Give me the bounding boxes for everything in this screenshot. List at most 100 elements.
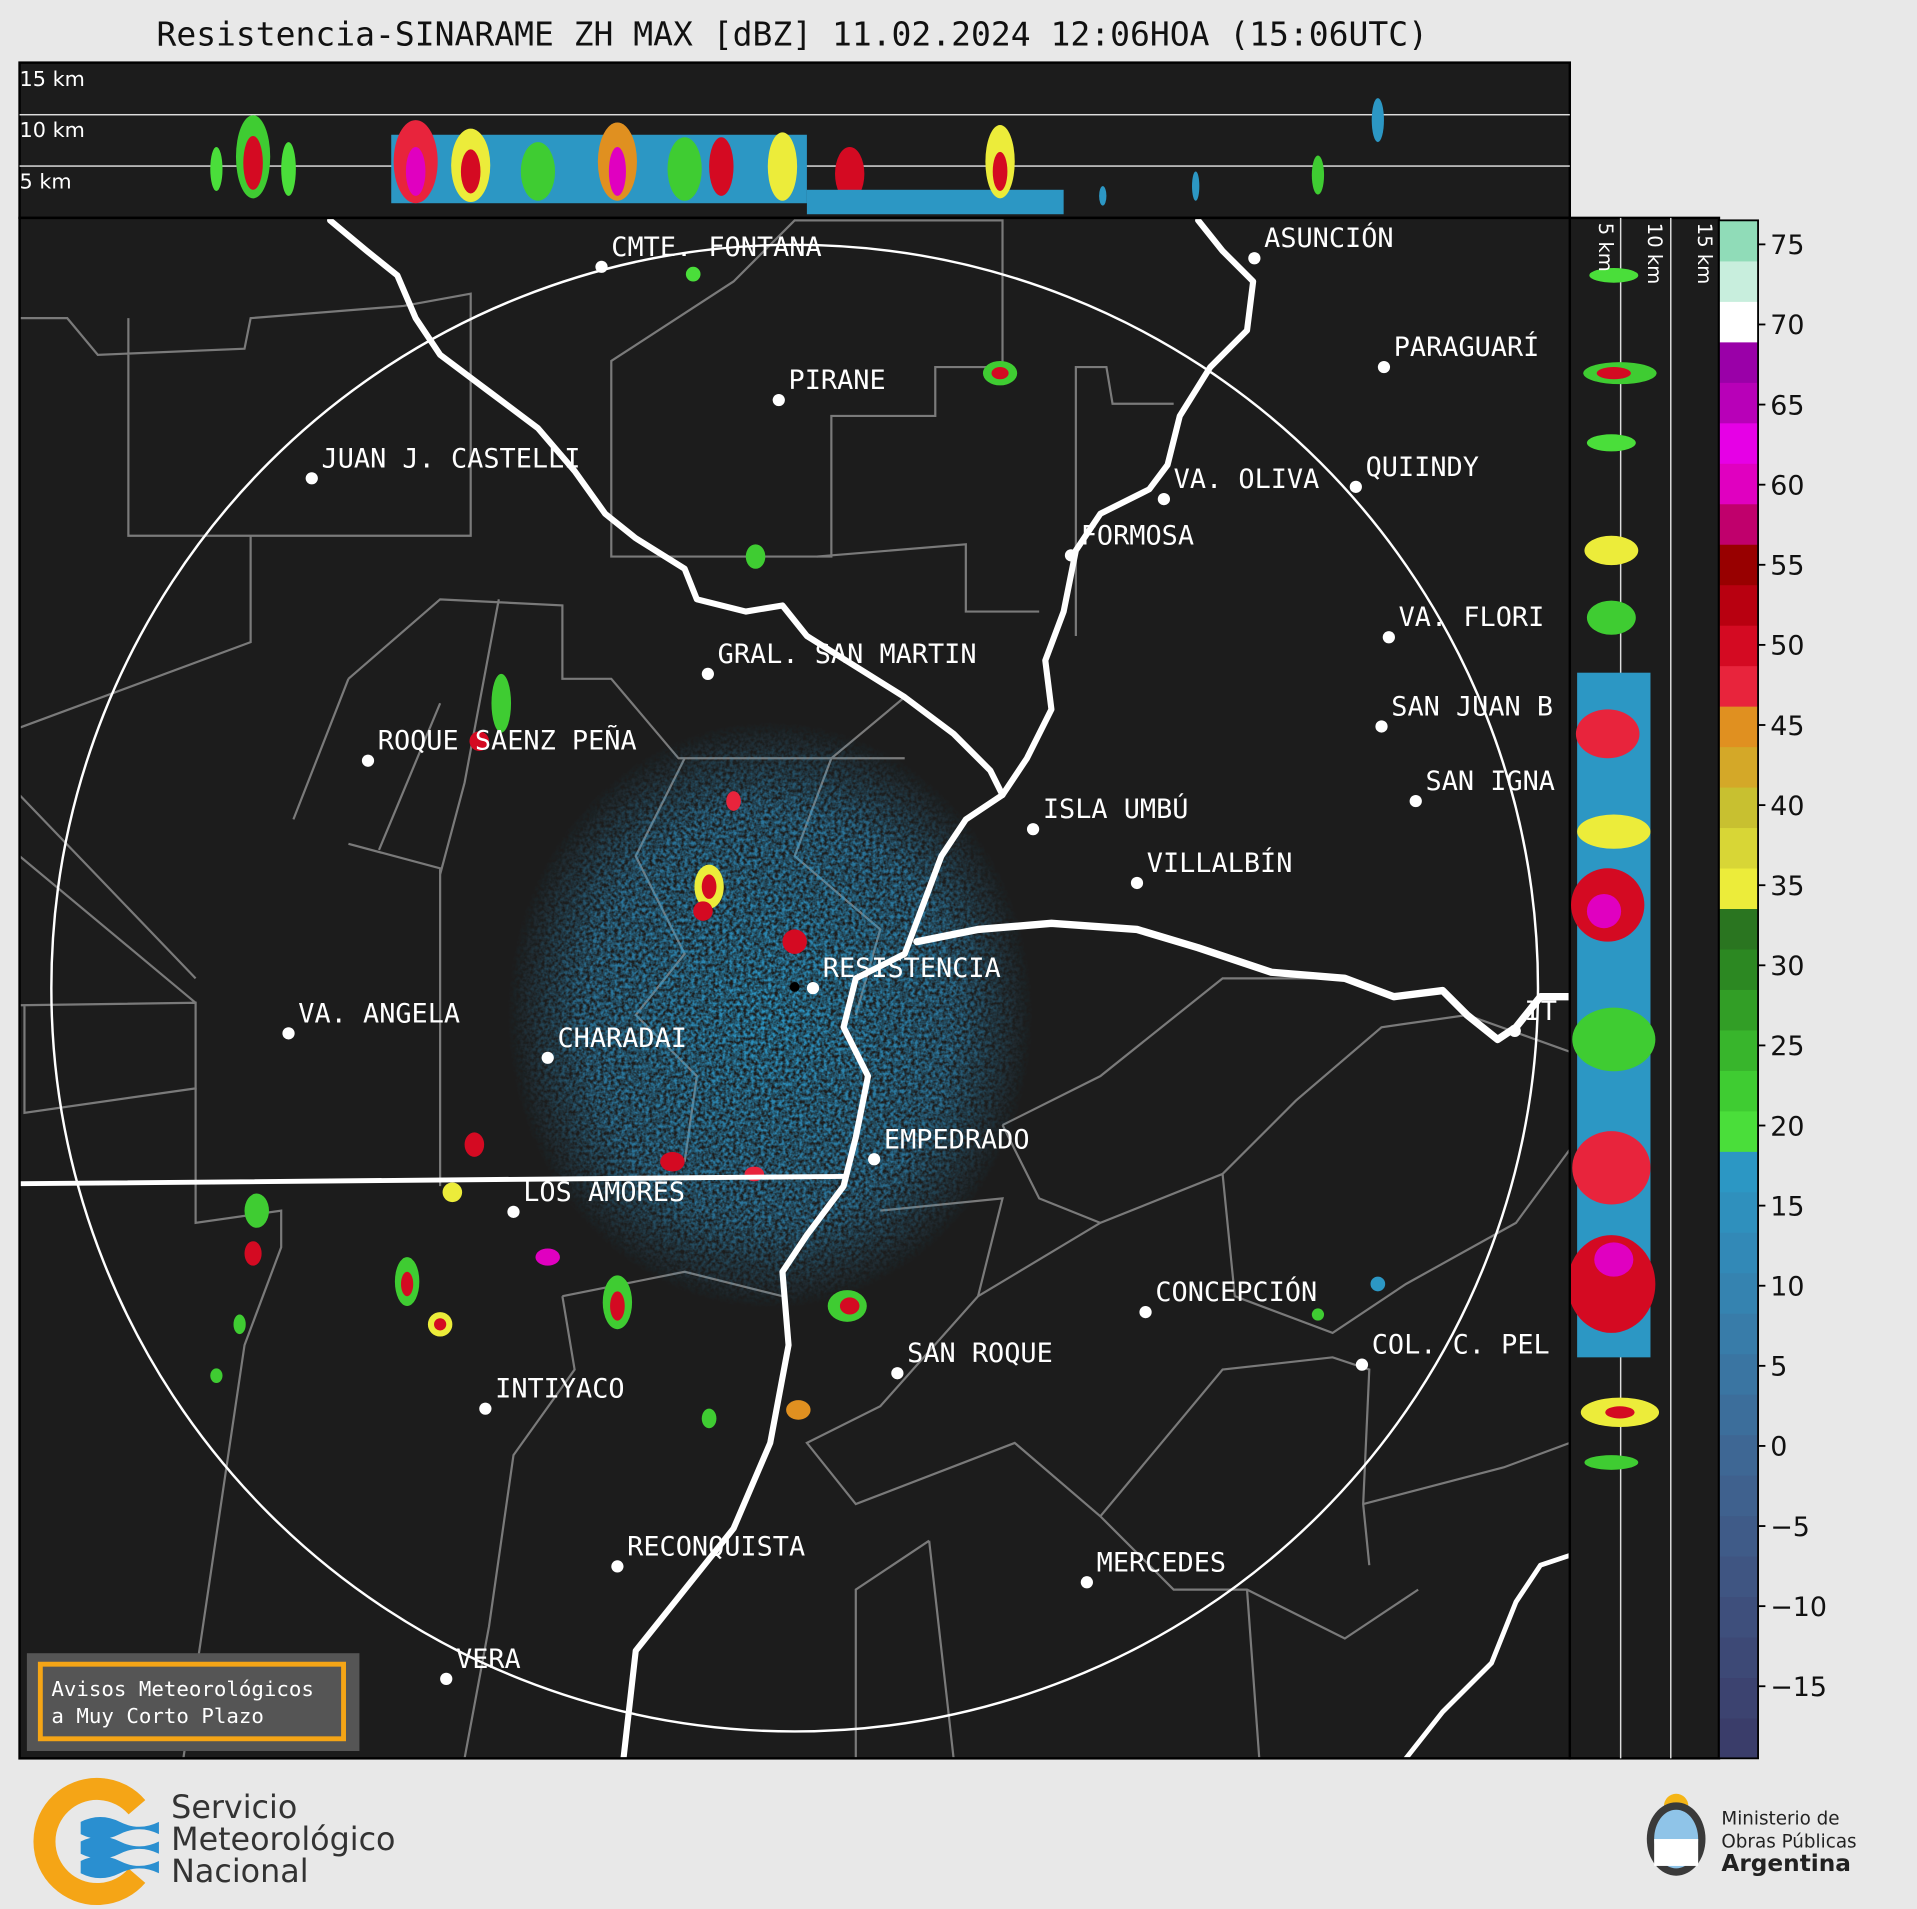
city-label: RECONQUISTA bbox=[627, 1531, 805, 1562]
city-dot bbox=[1349, 480, 1362, 493]
city-dot bbox=[1139, 1305, 1152, 1319]
side-height-label: 15 km bbox=[1693, 223, 1716, 284]
city-label: RESISTENCIA bbox=[823, 953, 1001, 984]
colorbar-band bbox=[1718, 1151, 1759, 1193]
colorbar-band bbox=[1718, 1110, 1759, 1152]
city-dot bbox=[1508, 1024, 1521, 1038]
colorbar-band bbox=[1718, 1353, 1759, 1395]
colorbar-band bbox=[1718, 1475, 1759, 1517]
city-label: EMPEDRADO bbox=[884, 1124, 1030, 1155]
colorbar-tick-label: −10 bbox=[1770, 1592, 1827, 1623]
city-label: FORMOSA bbox=[1081, 520, 1194, 551]
range-ring bbox=[50, 243, 1540, 1733]
colorbar-tick-label: 0 bbox=[1770, 1432, 1787, 1463]
smn-text: Meteorológico bbox=[171, 1822, 395, 1858]
colorbar-band bbox=[1718, 1313, 1759, 1355]
colorbar-band bbox=[1718, 544, 1759, 586]
city-label: QUIINDY bbox=[1366, 452, 1479, 483]
colorbar-band bbox=[1718, 665, 1759, 707]
city-label: IT bbox=[1525, 996, 1557, 1027]
colorbar-tick-label: 15 bbox=[1770, 1191, 1804, 1222]
colorbar-band bbox=[1718, 1677, 1759, 1719]
city-dot bbox=[361, 754, 375, 767]
colorbar-band bbox=[1718, 382, 1759, 424]
ministry-text: Ministerio de bbox=[1721, 1808, 1839, 1829]
city-label: COL. C. PEL bbox=[1372, 1330, 1550, 1361]
colorbar-tick-label: −15 bbox=[1770, 1672, 1827, 1703]
colorbar-frame bbox=[1718, 219, 1759, 1760]
city-label: VA. OLIVA bbox=[1174, 464, 1320, 495]
city-label: VA. FLORI bbox=[1399, 602, 1545, 633]
smn-text: Servicio bbox=[171, 1790, 297, 1826]
colorbar-band bbox=[1718, 1636, 1759, 1679]
colorbar-tick-label: 30 bbox=[1770, 951, 1804, 982]
notice-text: Avisos Meteorológicos bbox=[51, 1677, 314, 1701]
city-dot bbox=[1377, 360, 1391, 374]
colorbar-band bbox=[1718, 260, 1759, 302]
city-label: SAN JUAN B bbox=[1391, 691, 1553, 722]
colorbar-band bbox=[1718, 463, 1759, 505]
colorbar-tick-label: 45 bbox=[1770, 711, 1804, 742]
city-dot bbox=[479, 1402, 492, 1415]
city-dot bbox=[772, 393, 785, 407]
colorbar-band bbox=[1718, 584, 1759, 626]
colorbar-band bbox=[1718, 503, 1759, 545]
city-label: VA. ANGELA bbox=[298, 998, 460, 1029]
colorbar-tick-label: 20 bbox=[1770, 1111, 1804, 1142]
ministry-shield bbox=[1646, 1793, 1706, 1876]
colorbar-band bbox=[1718, 908, 1759, 950]
side-height-label: 5 km bbox=[1594, 223, 1617, 272]
smn-logo bbox=[33, 1777, 159, 1906]
colorbar-band bbox=[1718, 1434, 1759, 1476]
colorbar-band bbox=[1718, 746, 1759, 788]
city-dot bbox=[611, 1560, 624, 1573]
colorbar-tick-label: 60 bbox=[1770, 470, 1804, 501]
colorbar-band bbox=[1718, 786, 1759, 829]
city-dot bbox=[891, 1367, 904, 1380]
colorbar-band bbox=[1718, 1232, 1759, 1274]
city-dot bbox=[868, 1153, 881, 1166]
city-label: LOS AMORES bbox=[523, 1177, 685, 1208]
top-height-label: 15 km bbox=[20, 67, 85, 91]
colorbar-band bbox=[1718, 1272, 1759, 1314]
city-label: INTIYACO bbox=[495, 1374, 624, 1405]
echo-cells bbox=[210, 266, 1386, 1429]
colorbar-band bbox=[1718, 706, 1759, 748]
colorbar-tick-label: 65 bbox=[1770, 390, 1804, 421]
colorbar-band bbox=[1718, 301, 1759, 343]
notice-text: a Muy Corto Plazo bbox=[51, 1704, 264, 1728]
city-label: VILLALBÍN bbox=[1147, 847, 1293, 879]
colorbar-tick-label: 55 bbox=[1770, 551, 1804, 582]
city-label: JUAN J. CASTELLI bbox=[322, 443, 581, 474]
colorbar-tick-label: −5 bbox=[1770, 1512, 1810, 1543]
city-dot bbox=[1130, 876, 1144, 890]
radar-site bbox=[789, 982, 800, 992]
echo-field bbox=[507, 721, 1034, 1309]
city-label: GRAL. SAN MARTIN bbox=[718, 639, 977, 670]
colorbar-band bbox=[1718, 341, 1759, 383]
smn-text: Nacional bbox=[171, 1854, 308, 1890]
city-label: MERCEDES bbox=[1097, 1547, 1226, 1578]
ministry-text: Argentina bbox=[1721, 1850, 1851, 1877]
city-label: CHARADAI bbox=[557, 1023, 686, 1054]
city-dot bbox=[282, 1027, 295, 1040]
city-label: SAN IGNA bbox=[1426, 766, 1555, 797]
city-dot bbox=[595, 260, 608, 273]
city-dot bbox=[1080, 1576, 1093, 1589]
city-dot bbox=[440, 1672, 453, 1685]
city-dot bbox=[1248, 252, 1261, 265]
city-dot bbox=[1064, 549, 1078, 562]
city-dot bbox=[701, 667, 714, 681]
notice-bg bbox=[26, 1653, 360, 1752]
colorbar-band bbox=[1718, 1394, 1759, 1436]
city-label: ISLA UMBÚ bbox=[1043, 793, 1189, 825]
colorbar-tick-label: 70 bbox=[1770, 310, 1804, 341]
side-height-label: 10 km bbox=[1643, 223, 1666, 284]
map-frame bbox=[18, 216, 1572, 1760]
colorbar-tick-label: 75 bbox=[1770, 230, 1804, 261]
city-dot bbox=[806, 982, 820, 995]
city-label: PARAGUARÍ bbox=[1394, 331, 1540, 363]
colorbar-tick-label: 50 bbox=[1770, 631, 1804, 662]
city-label: VERA bbox=[456, 1644, 521, 1675]
city-dot bbox=[1375, 720, 1388, 733]
